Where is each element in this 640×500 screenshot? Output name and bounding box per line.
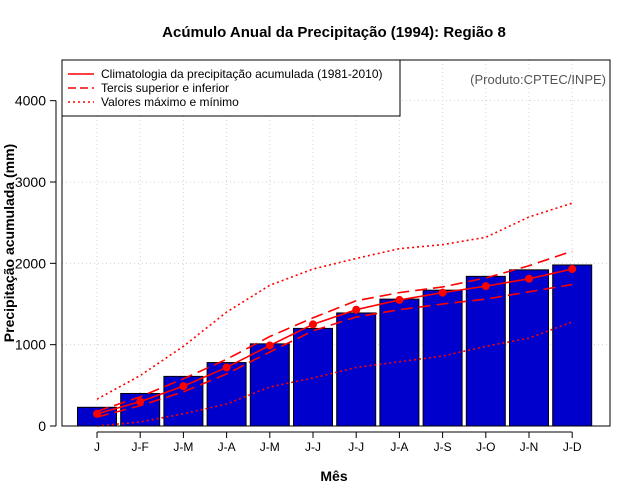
chart-title: Acúmulo Anual da Precipitação (1994): Re… bbox=[162, 24, 506, 41]
legend-label: Valores máximo e mínimo bbox=[101, 95, 239, 109]
series-line bbox=[96, 283, 573, 418]
climatology-point bbox=[309, 320, 317, 329]
y-axis-label: Precipitação acumulada (mm) bbox=[1, 144, 17, 342]
climatology-point bbox=[481, 282, 490, 291]
series-lines bbox=[93, 202, 577, 427]
legend: Climatologia da precipitação acumulada (… bbox=[61, 59, 401, 117]
climatology-point bbox=[352, 305, 361, 314]
x-tick-label: J-J bbox=[348, 440, 364, 454]
x-tick-label: J-M bbox=[173, 440, 193, 454]
climatology-point bbox=[438, 288, 447, 297]
bar bbox=[465, 275, 506, 427]
x-tick-label: J-O bbox=[476, 440, 495, 454]
bar bbox=[293, 327, 333, 427]
y-axis: 0 1000 2000 3000 4000 bbox=[15, 93, 57, 434]
x-tick-label: J-S bbox=[434, 440, 452, 454]
x-tick-label: J-D bbox=[563, 440, 582, 454]
x-tick-label: J-A bbox=[390, 440, 408, 454]
series-line bbox=[96, 321, 573, 427]
x-tick-label: J-A bbox=[218, 440, 236, 454]
climatology-point bbox=[568, 265, 577, 274]
climatology-point bbox=[136, 397, 145, 406]
climatology-point bbox=[525, 274, 533, 283]
legend-label: Tercis superior e inferior bbox=[101, 81, 229, 95]
x-tick-label: J-F bbox=[132, 440, 149, 454]
y-tick-label: 3000 bbox=[15, 174, 46, 190]
y-tick-label: 0 bbox=[38, 418, 46, 434]
y-tick-label: 2000 bbox=[15, 255, 46, 271]
series-line bbox=[96, 250, 573, 413]
x-tick-label: J-N bbox=[520, 440, 539, 454]
climatology-point bbox=[222, 363, 231, 372]
bar bbox=[336, 312, 377, 427]
legend-label: Climatologia da precipitação acumulada (… bbox=[101, 67, 383, 81]
y-tick-label: 1000 bbox=[15, 337, 46, 353]
x-axis: J J-F J-M J-A J-M J-J J-J J-A J-S J-O J-N J-D bbox=[94, 431, 582, 454]
x-tick-label: J bbox=[94, 440, 100, 454]
x-tick-label: J-M bbox=[260, 440, 280, 454]
y-tick-label: 4000 bbox=[15, 93, 46, 109]
bar bbox=[509, 269, 549, 427]
climatology-point bbox=[179, 382, 188, 391]
series-line bbox=[96, 202, 573, 400]
series-line bbox=[96, 268, 573, 415]
x-tick-label: J-J bbox=[305, 440, 321, 454]
bar bbox=[552, 264, 593, 427]
climatology-point bbox=[265, 341, 274, 350]
climatology-point bbox=[395, 295, 404, 304]
credit-text: (Produto:CPTEC/INPE) bbox=[470, 72, 606, 87]
bar bbox=[379, 298, 420, 427]
legend-box bbox=[61, 59, 401, 117]
bars bbox=[77, 264, 593, 427]
bar bbox=[249, 343, 290, 427]
x-axis-label: Mês bbox=[320, 468, 347, 484]
bar bbox=[206, 362, 247, 427]
